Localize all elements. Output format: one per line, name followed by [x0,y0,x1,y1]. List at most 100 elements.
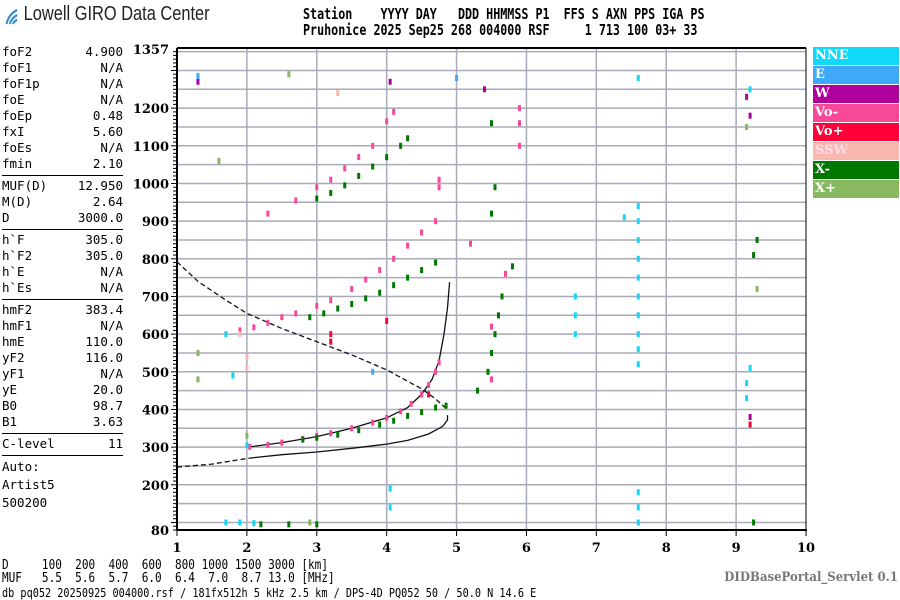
echo-point-ssw [245,353,249,360]
echo-point-xminus [371,163,375,170]
echo-point-nne [224,331,228,338]
echo-point-xminus [301,436,305,443]
echo-point-nne [636,75,640,82]
param-row-hf: h`F 305.0 [2,232,123,248]
y-tick-label: 600 [142,328,169,343]
y-tick-label: 900 [142,215,169,230]
echo-point-xminus [434,404,438,411]
echo-point-vominus [434,218,438,225]
param-value: N/A [100,60,123,75]
echo-point-xminus [343,182,347,189]
echo-point-vominus [517,142,521,149]
legend-item-w: W [813,85,899,103]
param-row-hf2: h`F2 305.0 [2,248,123,264]
echo-point-nne [636,218,640,225]
echo-point-nne [636,489,640,496]
param-label: foE [2,92,25,107]
echo-point-xminus [308,314,312,321]
echo-point-voplus [329,338,333,345]
echo-point-xminus [420,267,424,274]
echo-point-vominus [437,184,441,191]
echo-point-voplus [385,317,389,324]
y-tick-label: 300 [142,441,169,456]
echo-point-xminus [510,263,514,270]
echo-point-vominus [392,108,396,115]
echo-point-vominus [238,327,242,334]
echo-point-nne [573,293,577,300]
param-row-yf2: yF2 116.0 [2,350,123,366]
echo-point-xminus [287,521,291,528]
param-value: 4.900 [85,44,123,59]
echo-point-xminus [752,252,756,259]
param-value: N/A [100,318,123,333]
echo-point-vominus [437,176,441,183]
param-label: h`Es [2,280,33,295]
echo-point-xminus [315,195,319,202]
y-tick-label: 1000 [133,177,169,192]
echo-point-vominus [343,165,347,172]
echo-point-vominus [490,376,493,383]
echo-point-ssw [336,90,340,97]
echo-point-vominus [350,285,354,292]
legend-item-e: E [813,66,899,84]
param-label: M(D) [2,194,33,209]
echo-point-xminus [364,295,368,302]
param-value: N/A [100,92,123,107]
param-row-fof1: foF1 N/A [2,60,123,76]
echo-point-voplus [748,421,752,428]
legend: NNE E W Vo- Vo+ SSW X- X+ [813,47,899,199]
param-row-ye: yE 20.0 [2,382,123,398]
x-tick-label: 3 [312,541,321,556]
echo-point-nne [745,395,749,402]
x-tick-label: 9 [732,541,741,556]
param-row-hmf1: hmF1 N/A [2,318,123,334]
param-label: foF2 [2,44,33,59]
legend-item-xminus: X- [813,161,899,179]
legend-item-vominus: Vo- [813,104,899,122]
echo-point-xminus [500,293,504,300]
param-value: 110.0 [85,334,123,349]
param-label: h`E [2,264,25,279]
echo-point-vominus [392,255,396,262]
x-tick-label: 6 [522,541,531,556]
echo-point-xminus [406,274,410,281]
param-row-b1: B1 3.63 [2,414,123,430]
echo-point-xminus [406,412,410,419]
param-label: MUF(D) [2,178,48,193]
x-tick-label: 4 [382,541,391,556]
param-value: 2.64 [92,194,123,209]
echo-point-xminus [406,135,410,142]
y-tick-label: 200 [142,479,169,494]
param-value: 11 [107,436,123,451]
param-value: 5.60 [92,124,123,139]
echo-point-nne [636,519,640,526]
echo-point-vominus [266,210,270,217]
header-values: Pruhonice 2025 Sep25 268 004000 RSF 1 71… [303,21,698,39]
echo-point-vominus [385,414,389,421]
param-value: 383.4 [85,302,123,317]
param-row-hme: hmE 110.0 [2,334,123,350]
param-row-hes: h`Es N/A [2,280,123,296]
echo-point-xplus [745,123,749,130]
echo-point-xminus [434,259,438,266]
echo-point-vominus [517,120,521,127]
param-label: B0 [2,398,18,413]
echo-point-voplus [427,391,431,398]
param-row-yf1: yF1 N/A [2,366,123,382]
muf-row: MUF 5.5 5.6 5.7 6.0 6.4 7.0 8.7 13.0 [MH… [2,571,335,586]
param-row-md: M(D) 2.64 [2,194,123,210]
param-value: 20.0 [92,382,123,397]
echo-point-nne [636,236,640,243]
echo-point-xplus [217,157,221,164]
echo-point-xminus [490,349,493,356]
param-label: yF2 [2,350,25,365]
echo-point-xminus [399,142,403,149]
x-tick-label: 10 [797,541,815,556]
echo-point-vominus [280,439,284,446]
echo-point-xminus [496,312,500,319]
echo-point-nne [388,504,392,511]
param-label: hmF2 [2,302,33,317]
divider [2,175,123,176]
echo-point-xminus [476,387,480,394]
